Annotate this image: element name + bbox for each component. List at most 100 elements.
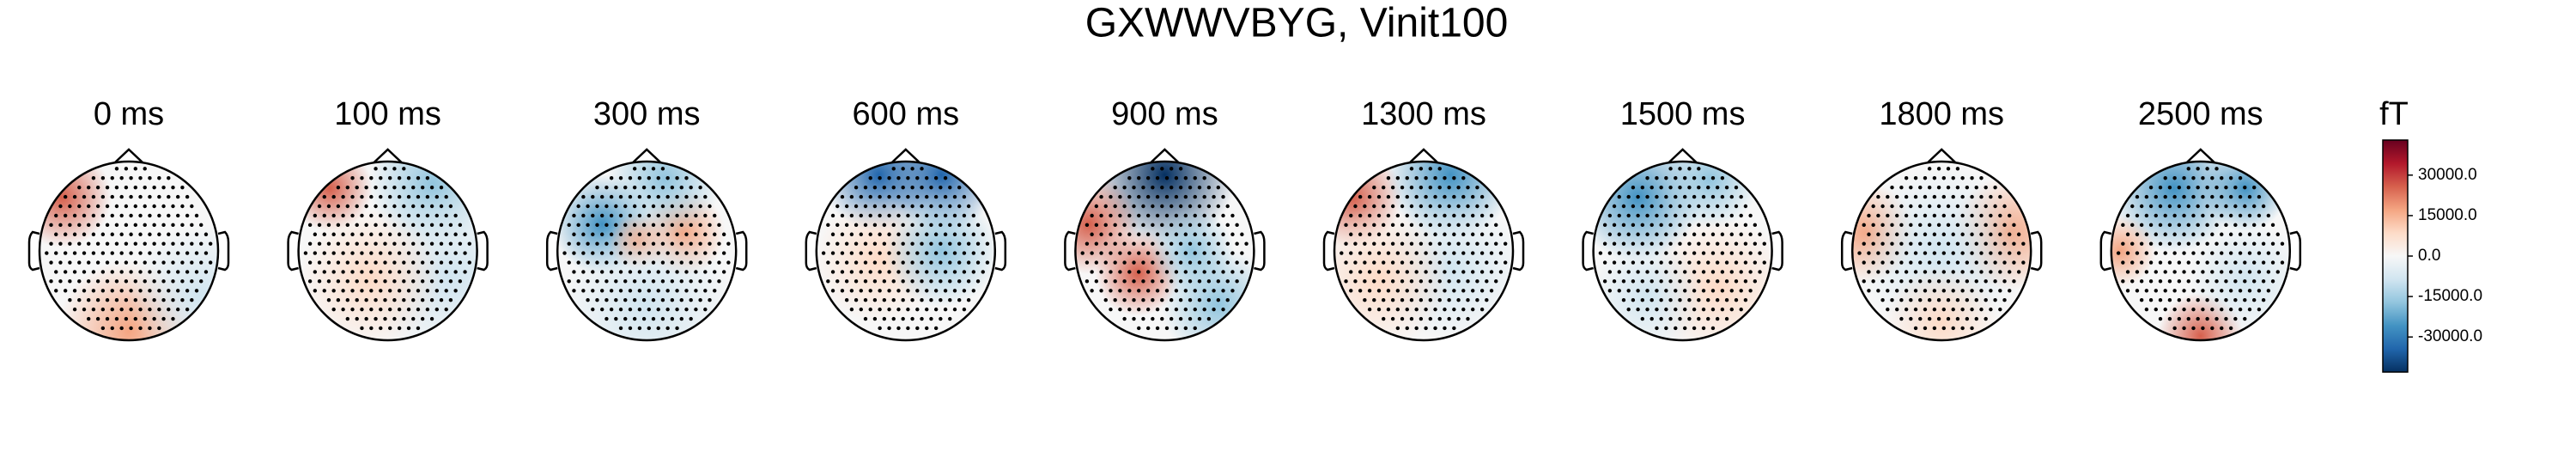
sensor (1710, 326, 1716, 331)
sensor (1989, 289, 1993, 293)
sensor (2210, 307, 2215, 312)
sensor (1904, 270, 1909, 274)
sensor (1485, 241, 1489, 246)
sensor (420, 241, 425, 246)
sensor (2158, 223, 2163, 228)
sensor (2224, 223, 2228, 228)
sensor (2233, 316, 2238, 321)
sensor (1221, 289, 1225, 293)
sensor (204, 270, 209, 274)
sensor (1909, 279, 1913, 284)
sensor (1160, 167, 1164, 171)
sensor (618, 307, 623, 312)
sensor (1739, 194, 1743, 199)
sensor (910, 204, 914, 209)
sensor (2252, 260, 2257, 265)
sensor (632, 298, 637, 302)
sensor (355, 185, 359, 190)
sensor (176, 307, 180, 312)
sensor (1904, 176, 1909, 180)
sensor (1188, 260, 1193, 265)
sensor (2261, 279, 2266, 284)
sensor (665, 176, 670, 180)
sensor (1701, 270, 1706, 274)
sensor (1155, 176, 1160, 180)
sensor (863, 204, 868, 209)
sensor (1485, 223, 1489, 228)
sensor (1706, 298, 1710, 302)
sensor (1687, 279, 1692, 284)
sensor (647, 270, 651, 274)
sensor (1876, 232, 1880, 236)
sensor (1674, 307, 1678, 312)
sensor (1419, 279, 1424, 284)
sensor (2154, 251, 2158, 255)
sensor (618, 251, 623, 255)
sensor (1132, 223, 1136, 228)
sensor (2261, 204, 2266, 209)
sensor (360, 232, 364, 236)
sensor (1409, 260, 1414, 265)
sensor (1965, 185, 1970, 190)
sensor (618, 289, 623, 293)
sensor (2135, 194, 2140, 199)
sensor (1904, 251, 1909, 255)
sensor (1363, 279, 1367, 284)
sensor (929, 316, 933, 321)
sensor (406, 194, 411, 199)
sensor (2257, 270, 2262, 274)
sensor (72, 194, 77, 199)
sensor (161, 279, 166, 284)
sensor (863, 260, 868, 265)
sensor (1485, 260, 1489, 265)
field-blob (129, 223, 218, 340)
sensor (119, 326, 124, 331)
sensor (1946, 279, 1951, 284)
sensor (595, 260, 599, 265)
sensor (1710, 194, 1716, 199)
sensor (2154, 270, 2158, 274)
sensor (641, 298, 647, 302)
sensor (849, 289, 854, 293)
head-outline (2110, 160, 2292, 342)
sensor (157, 213, 161, 218)
sensor (1382, 316, 1386, 321)
sensor (336, 279, 341, 284)
topomap (1852, 162, 2032, 340)
sensor (703, 213, 708, 218)
sensor (1160, 241, 1164, 246)
sensor (1178, 260, 1183, 265)
sensor (397, 270, 402, 274)
sensor (1886, 289, 1890, 293)
sensor (698, 241, 702, 246)
sensor (1188, 185, 1193, 190)
sensor (1692, 176, 1697, 180)
sensor (1386, 251, 1391, 255)
sensor (1419, 223, 1424, 228)
sensor (453, 232, 458, 236)
sensor (1155, 289, 1160, 293)
sensor (878, 270, 882, 274)
sensor (1363, 241, 1367, 246)
sensor (190, 279, 194, 284)
sensor (1965, 260, 1970, 265)
sensor (872, 298, 878, 302)
sensor (1739, 213, 1743, 218)
sensor (2224, 279, 2228, 284)
sensor (2130, 223, 2135, 228)
sensor (1461, 194, 1466, 199)
sensor (72, 251, 77, 255)
sensor (1475, 204, 1479, 209)
sensor (167, 194, 171, 199)
sensor (138, 194, 143, 199)
sensor (2172, 251, 2177, 255)
sensor (1899, 260, 1904, 265)
sensor (331, 289, 336, 293)
colorbar (2382, 139, 2409, 373)
ear-left (2099, 230, 2112, 272)
sensor (1155, 251, 1160, 255)
sensor (1683, 194, 1687, 199)
sensor (374, 316, 378, 321)
sensor (637, 307, 642, 312)
colorbar-tick-label: 0.0 (2418, 247, 2440, 265)
